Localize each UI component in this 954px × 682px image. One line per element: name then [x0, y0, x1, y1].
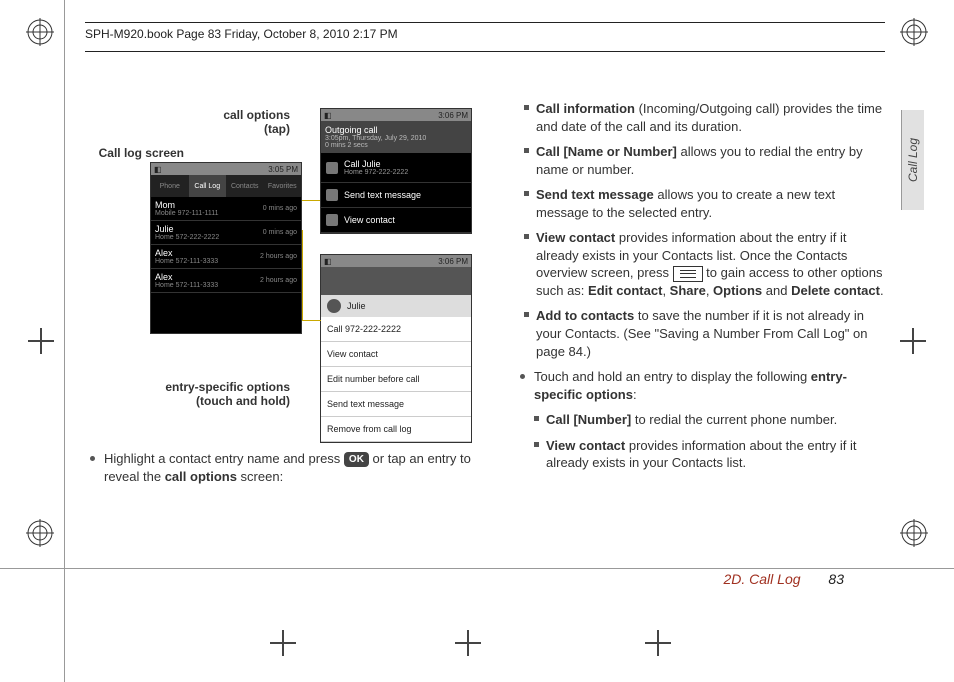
callout-call-options: call options (tap) [200, 108, 290, 137]
instruction-highlight: Highlight a contact entry name and press… [90, 450, 480, 485]
statusbar: ◧3:05 PM [151, 163, 301, 175]
dimmed-tabs [321, 267, 471, 295]
screenshot-call-options: ◧3:06 PM Outgoing call 3:05pm, Thursday,… [320, 108, 472, 234]
callout-entry-options: entry-specific options (touch and hold) [150, 380, 290, 409]
cross-mark-b3 [645, 630, 671, 656]
screenshot-call-log: ◧3:05 PM Phone Call Log Contacts Favorit… [150, 162, 302, 334]
bullet-call-info: Call information (Incoming/Outgoing call… [524, 100, 890, 135]
side-tab-label: Call Log [906, 138, 920, 182]
context-view-contact[interactable]: View contact [321, 342, 471, 367]
context-call[interactable]: Call 972-222-2222 [321, 317, 471, 342]
context-edit-number[interactable]: Edit number before call [321, 367, 471, 392]
page-footer: 2D. Call Log 83 [723, 571, 844, 587]
tab-call-log[interactable]: Call Log [189, 175, 227, 197]
bullet-view-contact: View contact provides information about … [524, 229, 890, 299]
doc-header: SPH-M920.book Page 83 Friday, October 8,… [85, 22, 885, 52]
reg-mark-br [900, 519, 928, 547]
cross-mark-b2 [455, 630, 481, 656]
cross-mark-left [28, 328, 54, 354]
call-log-row[interactable]: MomMobile 972-111-11110 mins ago [151, 197, 301, 221]
vline-left [64, 0, 65, 682]
left-column: call options (tap) Call log screen entry… [90, 100, 490, 580]
connector-line [302, 200, 320, 201]
call-log-row[interactable]: AlexHome 572-111-33332 hours ago [151, 269, 301, 293]
connector-line [302, 230, 321, 321]
reg-mark-bl [26, 519, 54, 547]
bullet-add-contacts: Add to contacts to save the number if it… [524, 307, 890, 360]
right-column: Call information (Incoming/Outgoing call… [520, 100, 890, 580]
bullet-view-contact2: View contact provides information about … [534, 437, 890, 472]
bullet-call-name: Call [Name or Number] allows you to redi… [524, 143, 890, 178]
context-header: Julie [321, 295, 471, 317]
instruction-touch-hold: Touch and hold an entry to display the f… [520, 368, 890, 403]
option-send-text[interactable]: Send text message [321, 183, 471, 208]
statusbar: ◧3:06 PM [321, 255, 471, 267]
page-body: call options (tap) Call log screen entry… [90, 100, 890, 580]
context-remove[interactable]: Remove from call log [321, 417, 471, 442]
call-log-row[interactable]: JulieHome 572-222-22220 mins ago [151, 221, 301, 245]
tab-contacts[interactable]: Contacts [226, 175, 264, 197]
screenshot-context-menu: ◧3:06 PM Julie Call 972-222-2222 View co… [320, 254, 472, 443]
section-name: 2D. Call Log [723, 571, 800, 587]
bullet-send-text: Send text message allows you to create a… [524, 186, 890, 221]
tab-phone[interactable]: Phone [151, 175, 189, 197]
call-log-row[interactable]: AlexHome 572-111-33332 hours ago [151, 245, 301, 269]
tab-bar: Phone Call Log Contacts Favorites [151, 175, 301, 197]
cross-mark-b1 [270, 630, 296, 656]
reg-mark-tr [900, 18, 928, 46]
phone-icon [326, 162, 338, 174]
menu-icon [673, 266, 703, 282]
side-tab: Call Log [901, 110, 924, 210]
statusbar: ◧3:06 PM [321, 109, 471, 121]
reg-mark-tl [26, 18, 54, 46]
tab-favorites[interactable]: Favorites [264, 175, 302, 197]
contact-icon [326, 214, 338, 226]
call-info-header: Outgoing call 3:05pm, Thursday, July 29,… [321, 121, 471, 153]
message-icon [326, 189, 338, 201]
ok-button-icon: OK [344, 452, 369, 468]
option-view-contact[interactable]: View contact [321, 208, 471, 233]
bullet-call-number: Call [Number] to redial the current phon… [534, 411, 890, 429]
callout-call-log-screen: Call log screen [84, 146, 184, 160]
option-call[interactable]: Call JulieHome 972-222-2222 [321, 153, 471, 183]
left-body-text: Highlight a contact entry name and press… [90, 450, 480, 493]
context-send-text[interactable]: Send text message [321, 392, 471, 417]
cross-mark-right [900, 328, 926, 354]
avatar-icon [327, 299, 341, 313]
page-number: 83 [828, 571, 844, 587]
